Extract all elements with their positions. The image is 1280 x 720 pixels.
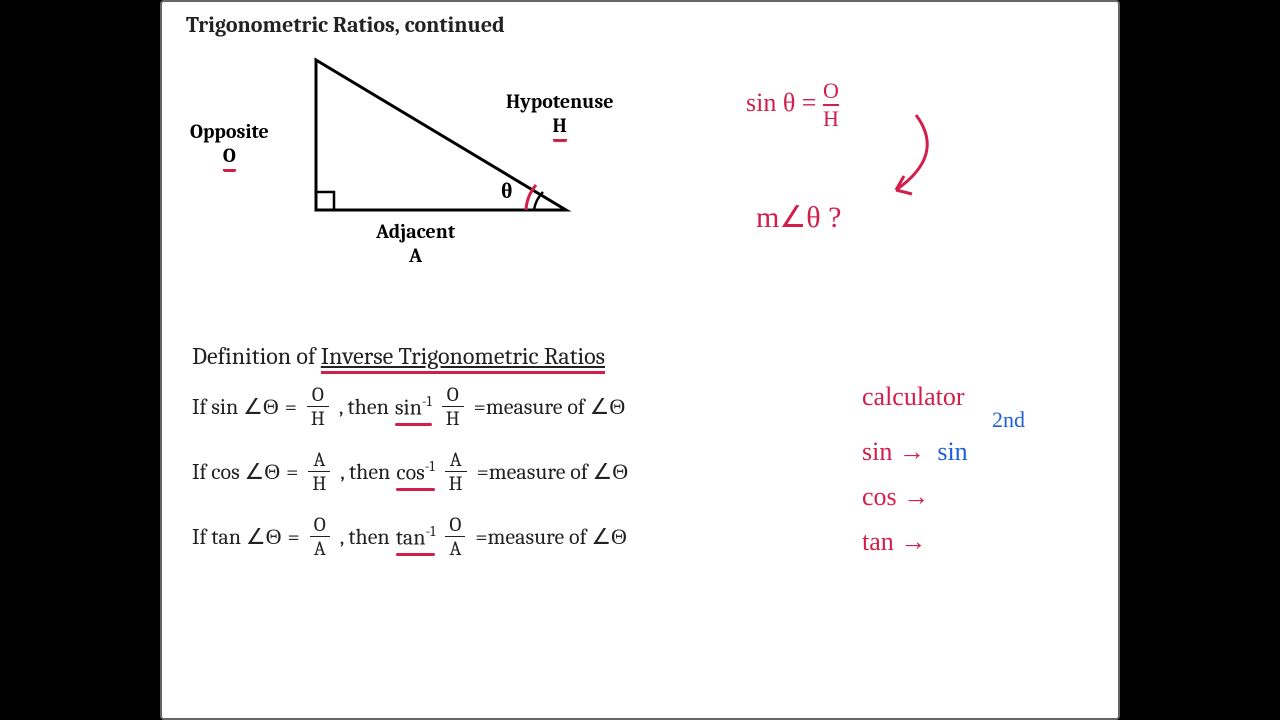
adjacent-letter: A [376,244,455,268]
def-if: If tan ∠Θ [192,524,282,550]
heading-prefix: Definition of [192,342,321,370]
adjacent-text: Adjacent [376,220,455,243]
theta-label: θ [501,178,512,204]
hypotenuse-letter: H [553,114,567,142]
handwriting-angle-question: m∠θ ? [756,200,841,235]
def-if: If cos ∠Θ [192,459,280,485]
sin-num: O [823,80,839,104]
opposite-text: Opposite [190,120,269,143]
triangle-diagram: Opposite O Hypotenuse H Adjacent A θ sin… [186,50,1094,280]
hand-2nd: 2nd [992,407,1025,433]
sin-prefix: sin θ = [746,88,816,117]
def-frac: AH [308,449,330,494]
opposite-letter: O [223,144,236,172]
hypotenuse-label: Hypotenuse H [506,90,614,142]
def-result: =measure of ∠Θ [474,394,626,420]
def-frac: OH [307,384,329,429]
hand-sin-target: sin [937,437,967,466]
hand-tan: tan [862,527,894,556]
def-result: =measure of ∠Θ [475,524,627,550]
definition-line: If tan ∠Θ=OA, then tan-1OA=measure of ∠Θ [192,514,832,559]
handwriting-sin-equation: sin θ = O H [746,80,839,130]
hand-tan-row: tan → [862,527,926,557]
hand-calculator: calculator [862,382,965,412]
def-inverse: cos-1 [396,458,434,485]
def-inverse: sin-1 [395,393,432,420]
hand-sin-row: sin → sin [862,437,968,467]
arrow-icon: → [900,527,926,556]
arrow-icon: → [899,437,925,466]
opposite-label: Opposite O [190,120,269,172]
definition-line: If cos ∠Θ=AH, then cos-1AH=measure of ∠Θ [192,449,832,494]
adjacent-label: Adjacent A [376,220,455,268]
hand-cos: cos [862,482,897,511]
hand-cos-row: cos → [862,482,929,512]
calculator-text: calculator [862,382,965,411]
sin-fraction: O H [823,80,839,130]
definitions-heading: Definition of Inverse Trigonometric Rati… [192,342,832,370]
hand-sin: sin [862,437,892,466]
def-if: If sin ∠Θ [192,394,279,420]
curved-arrow [866,105,956,215]
def-result: =measure of ∠Θ [477,459,629,485]
arrow-icon: → [903,482,929,511]
heading-underlined: Inverse Trigonometric Ratios [321,342,605,374]
definition-lines: If sin ∠Θ=OH, then sin-1OH=measure of ∠Θ… [192,384,832,559]
page-title: Trigonometric Ratios, continued [186,12,1094,38]
def-frac2: OA [445,514,465,559]
def-frac: OA [310,514,330,559]
sin-den: H [823,104,839,130]
definition-line: If sin ∠Θ=OH, then sin-1OH=measure of ∠Θ [192,384,832,429]
def-frac2: AH [445,449,467,494]
whiteboard: Trigonometric Ratios, continued Opposite… [160,0,1120,720]
hypotenuse-text: Hypotenuse [506,90,614,113]
definitions-block: Definition of Inverse Trigonometric Rati… [192,342,832,579]
def-frac2: OH [442,384,464,429]
def-inverse: tan-1 [396,523,436,550]
